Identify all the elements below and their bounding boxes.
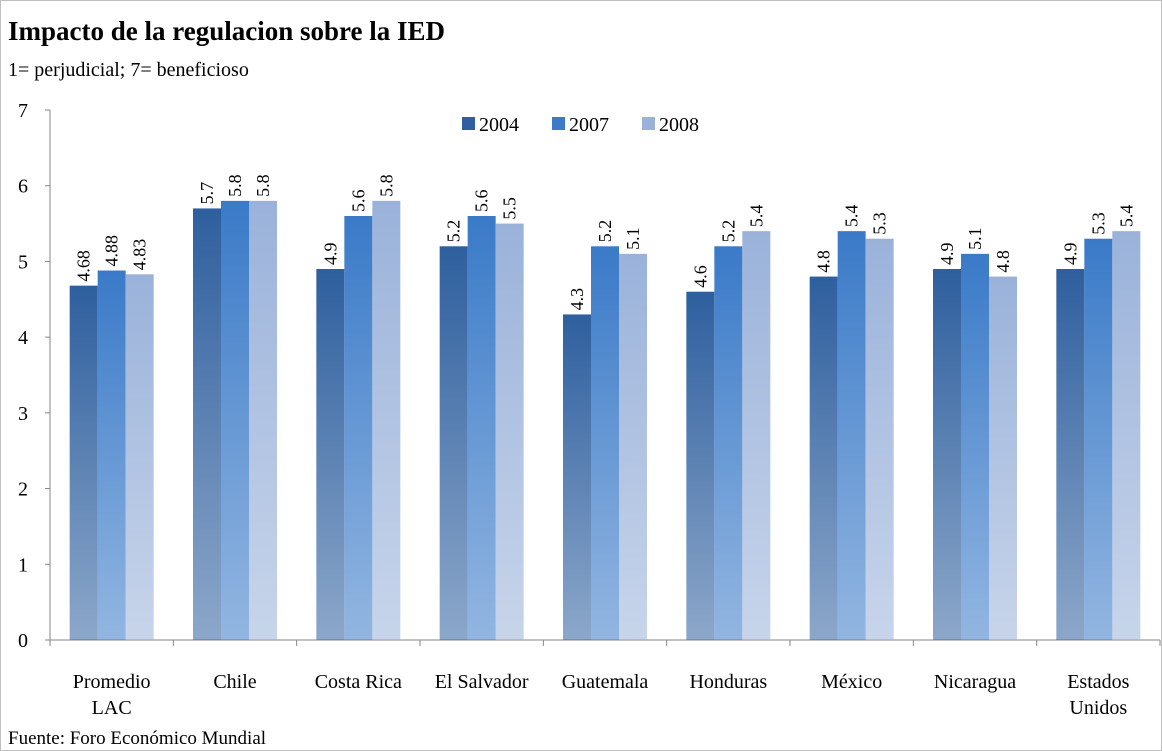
data-label: 4.8 xyxy=(993,250,1013,273)
data-label: 4.8 xyxy=(814,250,834,273)
bar xyxy=(1084,238,1113,640)
data-label: 5.7 xyxy=(197,182,217,205)
bar xyxy=(193,208,221,640)
bar xyxy=(316,269,345,640)
data-label: 5.2 xyxy=(444,220,464,243)
bar xyxy=(372,200,401,640)
bar xyxy=(742,231,771,640)
data-label: 5.4 xyxy=(842,205,862,228)
legend-swatch xyxy=(462,117,475,130)
y-tick-label: 3 xyxy=(18,403,28,425)
y-tick-label: 2 xyxy=(18,479,28,501)
y-tick-label: 5 xyxy=(18,251,28,273)
bar xyxy=(1112,231,1141,640)
x-tick-label: Costa Rica xyxy=(315,671,402,693)
bar xyxy=(495,223,524,641)
bar xyxy=(249,200,277,640)
data-label: 4.9 xyxy=(320,243,340,266)
bar xyxy=(563,314,591,640)
data-label: 4.6 xyxy=(690,265,710,288)
bar xyxy=(69,285,98,640)
data-label: 5.4 xyxy=(1116,205,1136,228)
y-tick-label: 6 xyxy=(18,176,28,198)
x-tick-label: Promedio LAC xyxy=(73,671,151,719)
data-label: 5.2 xyxy=(718,220,738,243)
legend-swatch xyxy=(552,117,565,130)
x-tick-label: Chile xyxy=(213,671,256,693)
data-label: 5.1 xyxy=(965,227,985,250)
x-tick-label: Honduras xyxy=(689,671,767,693)
legend-label: 2007 xyxy=(569,114,609,136)
data-label: 4.68 xyxy=(74,250,94,282)
bar xyxy=(961,253,989,640)
bar xyxy=(97,270,126,640)
y-tick-label: 4 xyxy=(18,327,28,349)
chart-title: Impacto de la regulacion sobre la IED xyxy=(8,16,445,46)
legend-swatch xyxy=(642,117,655,130)
legend-label: 2004 xyxy=(479,114,519,136)
bar xyxy=(989,276,1017,640)
y-tick-label: 0 xyxy=(18,630,28,652)
bar xyxy=(686,291,715,640)
bar xyxy=(837,231,866,640)
data-label: 5.8 xyxy=(376,174,396,197)
bar xyxy=(125,274,154,640)
data-label: 4.3 xyxy=(567,288,587,311)
data-label: 4.9 xyxy=(1060,243,1080,266)
data-label: 4.83 xyxy=(130,239,150,271)
data-label: 5.6 xyxy=(348,190,368,213)
x-tick-label: Nicaragua xyxy=(934,671,1016,693)
data-label: 5.6 xyxy=(472,190,492,213)
data-label: 5.4 xyxy=(746,205,766,228)
data-label: 5.8 xyxy=(253,174,273,197)
data-label: 5.3 xyxy=(870,212,890,235)
x-tick-label: Guatemala xyxy=(562,671,649,693)
x-tick-label: México xyxy=(821,671,882,693)
x-tick-label: El Salvador xyxy=(435,671,529,693)
bar xyxy=(344,216,373,640)
bar xyxy=(1056,269,1085,640)
data-label: 5.3 xyxy=(1088,212,1108,235)
chart-subtitle: 1= perjudicial; 7= beneficioso xyxy=(8,59,249,81)
data-label: 5.2 xyxy=(595,220,615,243)
bar xyxy=(809,276,838,640)
bar xyxy=(714,246,743,641)
bar xyxy=(439,246,468,641)
x-tick-label: Estados Unidos xyxy=(1067,671,1129,719)
bar xyxy=(865,238,894,640)
bar xyxy=(933,269,961,640)
bar xyxy=(619,253,647,640)
bar xyxy=(467,216,496,640)
data-label: 4.88 xyxy=(102,235,122,267)
legend-label: 2008 xyxy=(659,114,699,136)
data-label: 5.8 xyxy=(225,174,245,197)
y-tick-label: 1 xyxy=(18,554,28,576)
data-label: 5.1 xyxy=(623,227,643,250)
chart-source: Fuente: Foro Económico Mundial xyxy=(8,728,266,749)
data-label: 5.5 xyxy=(500,197,520,220)
y-tick-label: 7 xyxy=(18,100,28,122)
bar xyxy=(591,246,619,641)
bar xyxy=(221,200,249,640)
data-label: 4.9 xyxy=(937,243,957,266)
